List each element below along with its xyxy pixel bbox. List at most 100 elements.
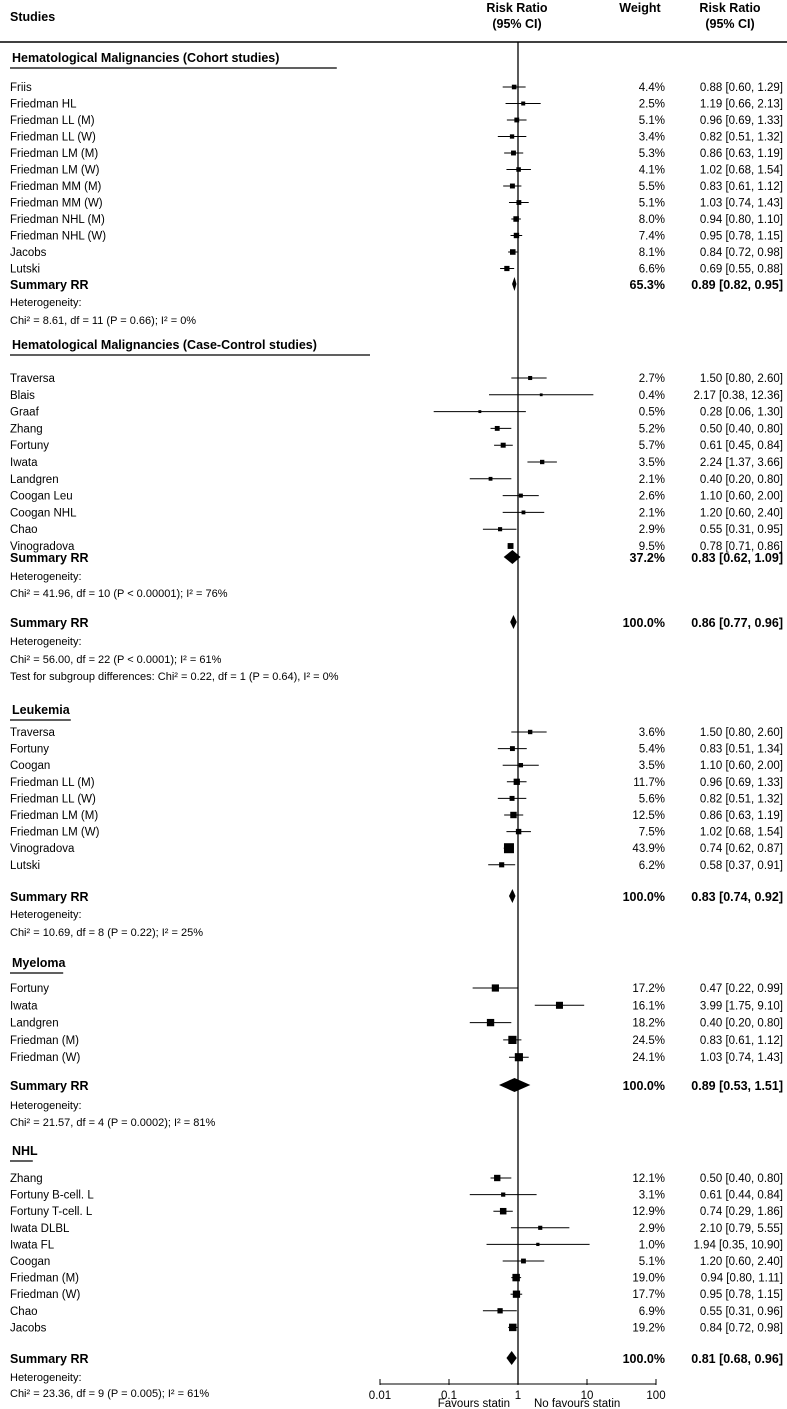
- forest-rows: Hematological Malignancies (Cohort studi…: [10, 51, 783, 1400]
- point-estimate-square: [512, 1290, 521, 1298]
- study-ci: 0.96 [0.69, 1.33]: [700, 115, 783, 127]
- study-weight: 16.1%: [632, 1000, 665, 1012]
- study-ci: 0.78 [0.71, 0.86]: [700, 541, 783, 553]
- study-label: Friedman LM (W): [10, 827, 100, 839]
- heterogeneity-label: Heterogeneity:: [10, 571, 82, 583]
- study-label: Iwata FL: [10, 1239, 55, 1251]
- study-label: Blais: [10, 390, 35, 402]
- point-estimate-square: [509, 183, 515, 189]
- study-label: Friedman HL: [10, 99, 77, 111]
- point-estimate-square: [528, 375, 533, 381]
- study-ci: 0.83 [0.61, 1.12]: [700, 1035, 783, 1047]
- study-weight: 6.6%: [639, 264, 665, 276]
- heterogeneity-stats: Chi² = 21.57, df = 4 (P = 0.0002); I² = …: [10, 1117, 215, 1129]
- point-estimate-square: [501, 1192, 506, 1197]
- study-ci: 0.55 [0.31, 0.95]: [700, 524, 783, 536]
- heterogeneity-label: Heterogeneity:: [10, 297, 82, 309]
- study-weight: 5.1%: [639, 115, 665, 127]
- point-estimate-square: [509, 746, 515, 752]
- point-estimate-square: [514, 117, 520, 123]
- summary-ci: 0.81 [0.68, 0.96]: [691, 1352, 783, 1366]
- study-label: Jacobs: [10, 1322, 47, 1334]
- study-ci: 0.69 [0.55, 0.88]: [700, 264, 783, 276]
- study-ci: 2.10 [0.79, 5.55]: [700, 1223, 783, 1235]
- study-label: Friedman MM (M): [10, 181, 102, 193]
- study-label: Traversa: [10, 373, 56, 385]
- point-estimate-square: [499, 1207, 507, 1215]
- point-estimate-square: [513, 778, 520, 785]
- study-ci: 1.94 [0.35, 10.90]: [693, 1239, 783, 1251]
- summary-weight: 37.2%: [630, 551, 665, 565]
- summary-diamond: [510, 615, 517, 629]
- study-weight: 12.9%: [632, 1206, 665, 1218]
- summary-diamond: [508, 889, 516, 903]
- study-weight: 18.2%: [632, 1018, 665, 1030]
- summary-label: Summary RR: [10, 551, 89, 565]
- heterogeneity-stats: Chi² = 56.00, df = 22 (P < 0.0001); I² =…: [10, 654, 222, 666]
- study-weight: 2.9%: [639, 1223, 665, 1235]
- study-ci: 0.55 [0.31, 0.96]: [700, 1306, 783, 1318]
- study-weight: 2.1%: [639, 474, 665, 486]
- x-axis-tick-label: 10: [581, 1390, 594, 1402]
- study-weight: 9.5%: [639, 541, 665, 553]
- study-ci: 0.84 [0.72, 0.98]: [700, 1322, 783, 1334]
- study-ci: 2.17 [0.38, 12.36]: [693, 390, 783, 402]
- heterogeneity-label: Heterogeneity:: [10, 1372, 82, 1384]
- study-ci: 0.50 [0.40, 0.80]: [700, 423, 783, 435]
- study-weight: 3.1%: [639, 1190, 665, 1202]
- study-weight: 17.2%: [632, 983, 665, 995]
- study-label: Zhang: [10, 1173, 43, 1185]
- study-weight: 3.5%: [639, 760, 665, 772]
- heterogeneity-stats: Test for subgroup differences: Chi² = 0.…: [10, 671, 339, 683]
- point-estimate-square: [507, 543, 514, 549]
- summary-diamond: [512, 277, 517, 291]
- study-label: Friedman LL (W): [10, 793, 96, 805]
- point-estimate-square: [539, 393, 543, 397]
- study-ci: 0.74 [0.62, 0.87]: [700, 843, 783, 855]
- study-weight: 8.0%: [639, 214, 665, 226]
- study-ci: 2.24 [1.37, 3.66]: [700, 457, 783, 469]
- point-estimate-square: [539, 459, 545, 465]
- study-label: Vinogradova: [10, 541, 75, 553]
- study-ci: 0.82 [0.51, 1.32]: [700, 132, 783, 144]
- header-weight: Weight: [619, 1, 661, 15]
- point-estimate-square: [512, 1273, 520, 1282]
- point-estimate-square: [500, 442, 506, 448]
- summary-ci: 0.89 [0.82, 0.95]: [691, 278, 783, 292]
- summary-diamond: [506, 1351, 517, 1365]
- point-estimate-square: [538, 1225, 543, 1230]
- point-estimate-square: [478, 410, 482, 414]
- point-estimate-square: [494, 1174, 501, 1182]
- study-label: Graaf: [10, 407, 40, 419]
- point-estimate-square: [511, 84, 517, 90]
- heterogeneity-label: Heterogeneity:: [10, 909, 82, 921]
- summary-ci: 0.86 [0.77, 0.96]: [691, 616, 783, 630]
- study-weight: 2.6%: [639, 491, 665, 503]
- study-ci: 1.02 [0.68, 1.54]: [700, 165, 783, 177]
- study-label: Friedman LM (M): [10, 810, 98, 822]
- heterogeneity-stats: Chi² = 23.36, df = 9 (P = 0.005); I² = 6…: [10, 1388, 209, 1400]
- point-estimate-square: [521, 510, 526, 515]
- summary-ci: 0.83 [0.62, 1.09]: [691, 551, 783, 565]
- study-ci: 0.83 [0.51, 1.34]: [700, 744, 783, 756]
- header-risk-ratio-text-ci: (95% CI): [705, 17, 754, 31]
- study-ci: 0.40 [0.20, 0.80]: [700, 474, 783, 486]
- header-risk-ratio-plot: Risk Ratio: [486, 1, 547, 15]
- study-weight: 6.9%: [639, 1306, 665, 1318]
- study-ci: 0.82 [0.51, 1.32]: [700, 793, 783, 805]
- study-label: Fortuny B-cell. L: [10, 1190, 94, 1202]
- study-weight: 7.5%: [639, 827, 665, 839]
- summary-label: Summary RR: [10, 278, 89, 292]
- study-label: Lutski: [10, 860, 40, 872]
- summary-label: Summary RR: [10, 616, 89, 630]
- header-studies: Studies: [10, 10, 55, 24]
- point-estimate-square: [509, 134, 515, 139]
- study-label: Chao: [10, 1306, 38, 1318]
- study-label: Friedman (W): [10, 1289, 80, 1301]
- study-ci: 0.86 [0.63, 1.19]: [700, 148, 783, 160]
- study-label: Coogan: [10, 760, 50, 772]
- favours-right-label: No favours statin: [534, 1398, 620, 1409]
- study-label: Friedman LL (M): [10, 115, 95, 127]
- table-header: Studies Risk Ratio (95% CI) Weight Risk …: [0, 1, 787, 43]
